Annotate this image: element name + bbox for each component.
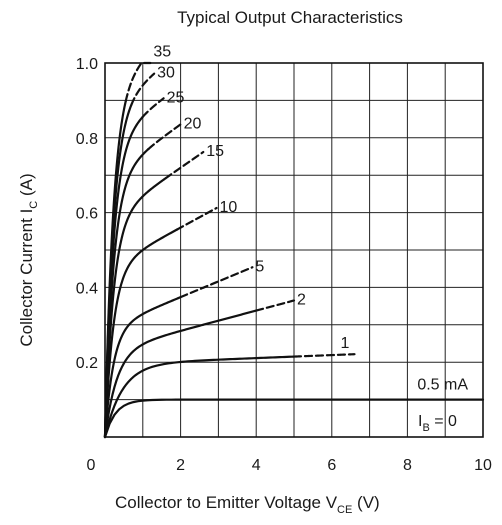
curve-label: 2 [297, 291, 306, 308]
curve-label: 0.5 mA [417, 377, 468, 394]
grid [105, 63, 483, 437]
x-tick-label: 10 [474, 457, 492, 474]
y-axis-title: Collector Current IC (A) [17, 173, 40, 346]
curve-solid [103, 99, 127, 439]
curve-label: 10 [220, 199, 238, 216]
base-current-label: IB = 0 [418, 413, 457, 434]
x-tick-label: 6 [327, 457, 336, 474]
plot-frame [104, 62, 484, 438]
curve-solid [103, 398, 485, 439]
curve-dashed [130, 72, 156, 106]
curve-solid [103, 177, 167, 439]
curve-dashed [292, 353, 356, 358]
x-tick-label: 0 [87, 457, 96, 474]
curves [103, 61, 485, 439]
curve-dashed [164, 150, 205, 180]
curve-solid [103, 355, 296, 439]
curve-label: 15 [206, 143, 224, 160]
curve-dashed [179, 266, 254, 299]
curve-dashed [175, 206, 218, 231]
tick-labels: 0 2 4 6 8 10 0.2 0.4 0.6 0.8 1.0 [76, 56, 492, 474]
curve-solid [103, 296, 182, 439]
y-tick-label: 1.0 [76, 56, 98, 73]
y-tick-label: 0.4 [76, 280, 98, 297]
curve-label: 5 [255, 258, 264, 275]
curve-label: 35 [153, 44, 171, 61]
curve-dashed [141, 97, 165, 118]
curve-solid [103, 309, 258, 439]
chart-title: Typical Output Characteristics [177, 8, 403, 27]
curve-label: 25 [167, 89, 185, 106]
curve-solid [103, 228, 178, 439]
x-tick-label: 2 [176, 457, 185, 474]
curve-solid [103, 147, 150, 439]
y-tick-label: 0.8 [76, 131, 98, 148]
x-tick-label: 4 [252, 457, 261, 474]
curve-dashed [255, 299, 296, 312]
x-tick-label: 8 [403, 457, 412, 474]
y-tick-label: 0.2 [76, 355, 98, 372]
curve-label: 30 [157, 65, 175, 82]
y-tick-label: 0.6 [76, 206, 98, 223]
curve-dashed [147, 123, 182, 151]
curve-label: 1 [340, 335, 349, 352]
x-axis-title: Collector to Emitter Voltage VCE (V) [115, 493, 380, 516]
curve-label: 20 [184, 115, 202, 132]
